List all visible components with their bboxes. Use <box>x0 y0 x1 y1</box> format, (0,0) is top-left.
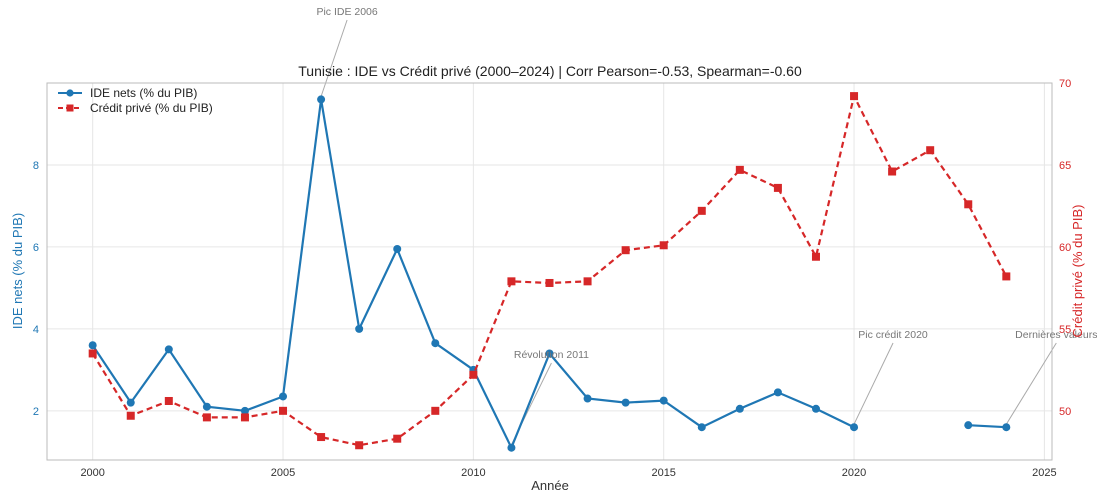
data-point-square <box>811 252 820 261</box>
data-point-circle <box>431 339 440 348</box>
series-layer <box>88 92 1011 452</box>
data-point-circle <box>964 421 973 430</box>
x-tick-label: 2010 <box>461 467 485 479</box>
data-point-square <box>240 413 249 422</box>
x-tick-label: 2015 <box>651 467 675 479</box>
data-point-square <box>469 370 478 379</box>
data-point-circle <box>126 398 135 407</box>
annotation-labels: Pic IDE 2006 Révolution 2011 Pic crédit 20… <box>316 6 1097 361</box>
series-1 <box>88 92 1011 450</box>
plot-frame <box>46 82 1053 461</box>
y-left-tick-label: 4 <box>33 324 39 336</box>
data-point-circle <box>697 423 706 432</box>
data-point-circle <box>545 349 554 358</box>
data-point-square <box>697 206 706 215</box>
y-right-tick-label: 50 <box>1059 406 1071 418</box>
legend-credit-label: Crédit privé (% du PIB) <box>90 101 213 115</box>
data-point-square <box>773 183 782 192</box>
data-point-circle <box>811 404 820 413</box>
data-point-square <box>926 146 935 155</box>
chart-title: Tunisie : IDE vs Crédit privé (2000–2024… <box>298 63 802 79</box>
series-line <box>968 424 1007 429</box>
y-right-tick-label: 70 <box>1059 78 1071 90</box>
data-point-square <box>393 434 402 443</box>
data-point-circle <box>773 388 782 397</box>
x-tick-label: 2025 <box>1032 467 1056 479</box>
data-point-circle <box>88 341 97 350</box>
annotation-arrow <box>1005 342 1057 425</box>
data-point-circle <box>1002 423 1011 432</box>
data-point-square <box>621 246 630 255</box>
data-point-square <box>1002 272 1011 281</box>
legend-credit-marker <box>66 104 74 112</box>
data-point-square <box>317 433 326 442</box>
y-left-tick-label: 2 <box>33 406 39 418</box>
data-point-square <box>583 277 592 286</box>
data-point-circle <box>621 398 630 407</box>
annotation-label: Pic crédit 2020 <box>858 329 928 341</box>
data-point-circle <box>317 95 326 104</box>
data-point-circle <box>202 402 211 411</box>
data-point-square <box>850 92 859 101</box>
data-point-square <box>507 277 516 286</box>
y-right-tick-label: 65 <box>1059 160 1071 172</box>
data-point-circle <box>279 392 288 401</box>
data-point-circle <box>240 406 249 415</box>
data-point-circle <box>850 423 859 432</box>
data-point-circle <box>507 443 516 452</box>
x-tick-label: 2020 <box>842 467 866 479</box>
data-point-square <box>431 406 440 415</box>
data-point-square <box>964 200 973 209</box>
data-point-square <box>164 396 173 405</box>
y-left-tick-label: 8 <box>33 160 39 172</box>
data-point-circle <box>659 396 668 405</box>
x-tick-label: 2000 <box>80 467 104 479</box>
legend-ide-marker <box>66 89 74 97</box>
legend: IDE nets (% du PIB) Crédit privé (% du P… <box>58 86 213 115</box>
data-point-circle <box>583 394 592 403</box>
data-point-square <box>888 167 897 176</box>
annotation-label: Dernières valeurs <box>1015 329 1097 341</box>
data-point-square <box>735 165 744 174</box>
annotation-arrow <box>320 19 348 97</box>
annotation-arrow <box>853 342 894 425</box>
legend-ide-label: IDE nets (% du PIB) <box>90 86 197 100</box>
annotation-label: Révolution 2011 <box>514 349 589 361</box>
y-axis-label-left: IDE nets (% du PIB) <box>10 213 25 329</box>
data-point-square <box>659 241 668 250</box>
series-0 <box>88 95 1011 452</box>
x-axis-label: Année <box>531 478 569 493</box>
data-point-circle <box>735 404 744 413</box>
y-left-tick-label: 6 <box>33 242 39 254</box>
axes: 2000 2005 2010 2015 2020 2025 2 4 6 8 50 55 60 65 70 <box>33 78 1071 479</box>
x-tick-label: 2005 <box>271 467 295 479</box>
data-point-circle <box>393 244 402 253</box>
data-point-square <box>545 278 554 287</box>
y-right-tick-label: 55 <box>1059 324 1071 336</box>
annotation-label: Pic IDE 2006 <box>316 6 377 18</box>
data-point-square <box>202 413 211 422</box>
y-axis-label-right: Crédit privé (% du PIB) <box>1070 205 1085 338</box>
data-point-circle <box>164 345 173 354</box>
plot-background <box>47 83 1052 460</box>
data-point-square <box>88 349 97 358</box>
data-point-circle <box>355 324 364 333</box>
data-point-square <box>355 441 364 450</box>
data-point-square <box>279 406 288 415</box>
grid <box>47 83 1052 460</box>
data-point-square <box>126 411 135 420</box>
y-right-tick-label: 60 <box>1059 242 1071 254</box>
